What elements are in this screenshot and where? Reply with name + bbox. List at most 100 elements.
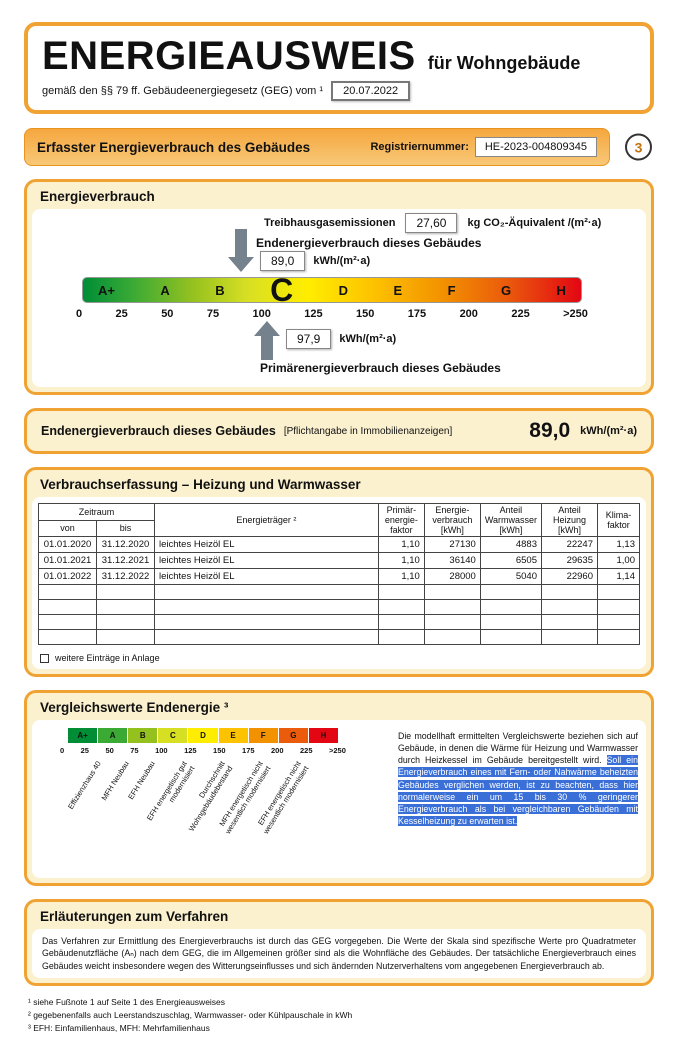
scale-tick: 25 [115,308,128,320]
energy-class-letter: B [215,282,225,298]
cell-verbrauch: 27130 [423,536,481,553]
table-row: 01.01.2020 31.12.2020 leichtes Heizöl EL… [38,536,640,553]
registration-group: Registriernummer: HE-2023-004809345 [370,137,597,157]
strip-value: 89,0 [529,419,571,442]
comparison-scale-bar: A+ A B C D E F G H [68,728,338,743]
more-entries-row: weitere Einträge in Anlage [38,653,640,663]
energy-class-letter: F [447,282,456,298]
comparison-class-letter: G [278,728,309,743]
header-klimafaktor: Klima- faktor [597,503,640,537]
comparison-scale-tick: 0 [60,746,65,755]
header-energietraeger: Energieträger ² [154,503,379,537]
comparison-class-letter: A [98,728,129,743]
energy-scale-ticks: 0 25 50 75 100 125 150 175 200 225 >250 [76,308,588,320]
law-row: gemäß den §§ 79 ff. Gebäudeenergiegesetz… [42,81,636,101]
comparison-scale-tick: 200 [271,746,284,755]
strip-note: [Pflichtangabe in Immobilienanzeigen] [283,425,453,437]
comparison-title: Vergleichswerte Endenergie ³ [40,700,229,715]
law-reference-text: gemäß den §§ 79 ff. Gebäudeenergiegesetz… [42,85,324,97]
cell-von: 01.01.2020 [38,536,97,553]
comparison-reference-labels: Effizienzhaus 40 MFH Neubau EFH Neubau EFH … [32,759,372,870]
cell-von: 01.01.2021 [38,552,97,569]
energy-class-letter: C [270,272,294,308]
end-energy-value-row: 89,0 kWh/(m²·a) [260,251,370,271]
footnote-line: ² gegebenenfalls auch Leerstandszuschlag… [28,1010,353,1021]
cell-verbrauch: 28000 [423,568,481,585]
strip-unit: kWh/(m²·a) [580,425,637,437]
end-energy-label: Endenergieverbrauch dieses Gebäudes [256,236,482,250]
table-panel: Zeitraum Energieträger ² Primär- energie… [32,497,646,669]
cell-warmwasser: 6505 [479,552,543,569]
footnote-line: ¹ siehe Fußnote 1 auf Seite 1 des Energi… [28,996,226,1007]
table-section-title: Verbrauchserfassung – Heizung und Warmwa… [40,477,361,492]
end-energy-unit: kWh/(m²·a) [313,255,371,267]
header-anteil-warmwasser: Anteil Warmwasser [kWh] [479,503,543,537]
comparison-text-normal: Die modellhaft ermittelten Vergleichswer… [398,731,638,766]
cell-bis: 31.12.2021 [96,552,155,569]
cell-heizung: 29635 [541,552,598,569]
page-title: ENERGIEAUSWEIS [42,34,416,78]
consumption-table: Zeitraum Energieträger ² Primär- energie… [38,503,640,645]
section-consumption-table: Verbrauchserfassung – Heizung und Warmwa… [24,467,654,677]
cell-faktor: 1,10 [377,536,425,553]
section-energy-title: Energieverbrauch [40,189,155,204]
energy-class-letter: G [500,282,512,298]
scale-tick: 50 [161,308,174,320]
comparison-class-letter: C [158,728,189,743]
comparison-class-letter: D [188,728,219,743]
table-row: 01.01.2022 31.12.2022 leichtes Heizöl EL… [38,568,640,585]
scale-tick: 225 [511,308,530,320]
cell-energietraeger: leichtes Heizöl EL [154,536,379,553]
scale-tick: 75 [206,308,220,320]
comparison-class-letter: E [218,728,249,743]
comparison-scale-tick: >250 [328,746,346,755]
cell-energietraeger: leichtes Heizöl EL [154,568,379,585]
scale-tick: 175 [407,308,427,320]
document-header: ENERGIEAUSWEIS für Wohngebäude gemäß den… [24,22,654,114]
cell-energietraeger: leichtes Heizöl EL [154,552,379,569]
footnotes: ¹ siehe Fußnote 1 auf Seite 1 des Energi… [24,996,654,1036]
comparison-scale-tick: 50 [105,746,114,755]
scale-tick: 200 [459,308,478,320]
primary-energy-label: Primärenergieverbrauch dieses Gebäudes [260,361,501,375]
banner-title: Erfasster Energieverbrauch des Gebäudes [37,139,311,155]
cell-klima: 1,00 [597,552,640,569]
energy-class-letter: E [393,282,403,298]
cell-warmwasser: 5040 [479,568,543,585]
scale-tick: 100 [252,308,271,320]
primary-energy-value-box: 97,9 [286,329,332,349]
comparison-class-letter: H [308,728,338,743]
primary-energy-unit: kWh/(m²·a) [339,333,397,345]
comparison-explanation-text: Die modellhaft ermittelten Vergleichswer… [398,730,638,827]
comparison-scale-tick: 225 [300,746,313,755]
scale-tick: 150 [356,308,375,320]
strip-label: Endenergieverbrauch dieses Gebäudes [41,424,276,438]
cell-klima: 1,14 [597,568,640,585]
energy-class-letter: A+ [98,282,115,298]
more-entries-checkbox[interactable] [40,653,49,663]
page-subtitle: für Wohngebäude [427,53,581,73]
arrow-down-icon [228,229,254,272]
section-comparison: Vergleichswerte Endenergie ³ A+ A B C D E F G H … [24,690,654,886]
page-number-badge: 3 [625,133,652,161]
energy-scale-classes: A+ A B C D E F G H [82,272,582,308]
primary-energy-value-row: 97,9 kWh/(m²·a) [286,329,396,349]
comparison-text-highlighted: Soll ein Energieverbrauch eines mit Fern… [398,755,638,826]
energy-scale-panel: Treibhausgasemissionen 27,60 kg CO₂-Äqui… [32,209,646,387]
cell-heizung: 22247 [541,536,598,553]
header-primaerfaktor: Primär- energie- faktor [377,503,425,537]
energy-scale-bar [82,277,582,303]
comparison-scale-tick: 150 [213,746,226,755]
cell-verbrauch: 36140 [423,552,481,569]
table-row: 01.01.2021 31.12.2021 leichtes Heizöl EL… [38,552,640,569]
footnote-line: ³ EFH: Einfamilienhaus, MFH: Mehrfamilie… [28,1023,210,1034]
empty-rows [38,584,640,645]
comparison-scale-ticks: 0 25 50 75 100 125 150 175 200 225 >250 [60,746,346,755]
cell-von: 01.01.2022 [38,568,97,585]
header-anteil-heizung: Anteil Heizung [kWh] [541,503,598,537]
cell-faktor: 1,10 [377,552,425,569]
more-entries-label: weitere Einträge in Anlage [55,653,160,663]
header-bis: bis [96,519,155,537]
energy-class-letter: H [556,282,566,298]
